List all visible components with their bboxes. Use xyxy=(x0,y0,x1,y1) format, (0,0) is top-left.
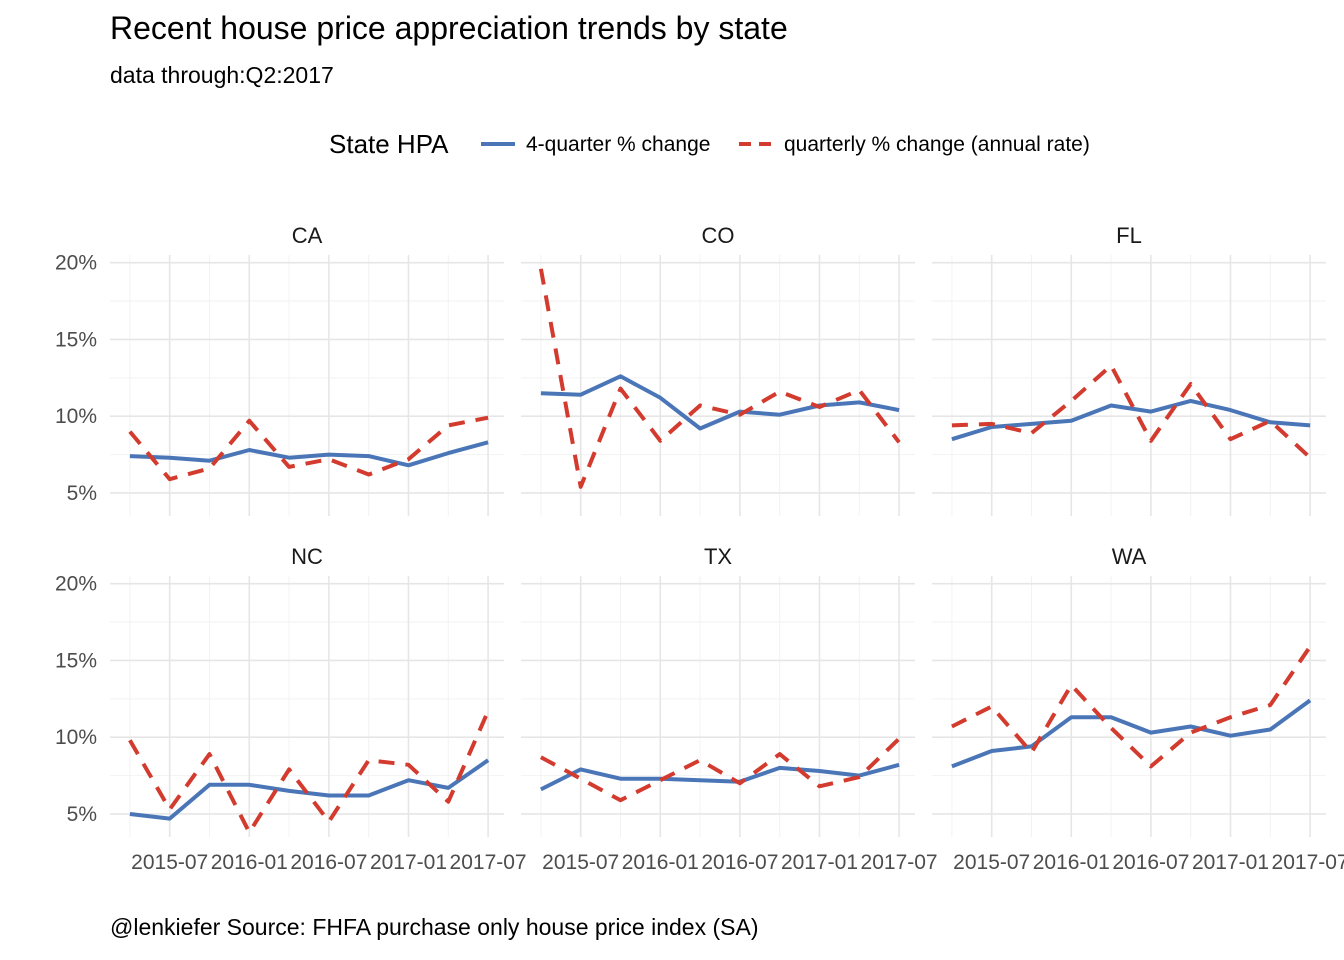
series-line-quarterly-fl xyxy=(951,363,1312,460)
x-tick-label: 2015-07 xyxy=(953,851,1030,874)
y-tick-label: 15% xyxy=(55,328,97,351)
facet-label-nc: NC xyxy=(291,544,323,569)
legend-label-quarterly: quarterly % change (annual rate) xyxy=(784,133,1090,156)
legend: State HPA 4-quarter % change quarterly %… xyxy=(329,129,1090,159)
series-line-quarterly-tx xyxy=(539,737,901,803)
chart-caption: @lenkiefer Source: FHFA purchase only ho… xyxy=(110,914,759,940)
x-tick-label: 2016-01 xyxy=(1033,851,1110,874)
x-tick-label: 2017-07 xyxy=(861,851,938,874)
x-tick-label: 2016-01 xyxy=(622,851,699,874)
chart-title: Recent house price appreciation trends b… xyxy=(110,10,788,46)
y-tick-label: 20% xyxy=(55,573,97,596)
x-tick-label: 2015-07 xyxy=(131,851,208,874)
x-tick-label: 2016-07 xyxy=(1112,851,1189,874)
chart-subtitle: data through:Q2:2017 xyxy=(110,62,334,88)
series-line-quarterly-wa xyxy=(951,645,1312,769)
series-line-4-quarter-wa xyxy=(951,698,1312,769)
facet-label-wa: WA xyxy=(1112,544,1147,569)
facet-panel-wa: WA 2015-07 2016-01 2016-07 2017-01 2017-07 xyxy=(932,544,1344,874)
facet-panel-nc: NC5%10%15%20%2015-07 2016-01 2016-07 2017-0… xyxy=(55,544,527,874)
series-line-quarterly-nc xyxy=(128,710,490,835)
legend-label-4-quarter: 4-quarter % change xyxy=(526,133,710,156)
x-tick-label: 2016-01 xyxy=(211,851,288,874)
x-tick-label: 2017-01 xyxy=(370,851,447,874)
series-line-4-quarter-tx xyxy=(540,762,900,792)
x-tick-label: 2016-07 xyxy=(290,851,367,874)
y-tick-label: 5% xyxy=(67,482,97,505)
facet-label-ca: CA xyxy=(292,223,323,248)
facet-panel-tx: TX 2015-07 2016-01 2016-07 2017-01 2017-07 xyxy=(521,544,938,874)
x-tick-label: 2016-07 xyxy=(701,851,778,874)
series-line-quarterly-co xyxy=(538,268,901,489)
legend-title: State HPA xyxy=(329,129,449,159)
x-tick-label: 2017-07 xyxy=(1272,851,1344,874)
y-tick-label: 5% xyxy=(67,803,97,826)
x-tick-label: 2017-01 xyxy=(781,851,858,874)
facet-label-fl: FL xyxy=(1116,223,1142,248)
facet-panel-ca: CA 5% 10% 15% 20% xyxy=(55,223,504,516)
x-tick-label: 2015-07 xyxy=(542,851,619,874)
x-tick-label: 2017-07 xyxy=(450,851,527,874)
facet-label-co: CO xyxy=(702,223,735,248)
y-tick-label: 20% xyxy=(55,252,97,275)
series-line-4-quarter-co xyxy=(540,374,900,431)
y-tick-label: 15% xyxy=(55,649,97,672)
facet-panel-co: CO xyxy=(521,223,915,516)
series-line-4-quarter-ca xyxy=(129,440,489,468)
y-tick-label: 10% xyxy=(55,726,97,749)
y-tick-label: 10% xyxy=(55,405,97,428)
x-tick-label: 2017-01 xyxy=(1192,851,1269,874)
series-line-quarterly-ca xyxy=(128,415,489,482)
facet-label-tx: TX xyxy=(704,544,732,569)
series-line-4-quarter-fl xyxy=(951,398,1311,442)
facet-panel-fl: FL xyxy=(932,223,1326,516)
